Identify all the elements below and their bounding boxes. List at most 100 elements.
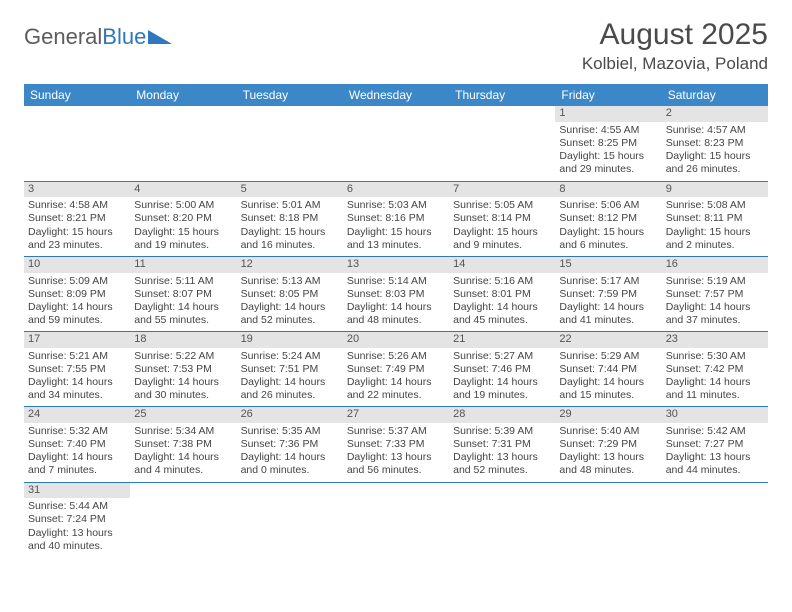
day-day: Daylight: 15 hours and 13 minutes. xyxy=(347,226,445,252)
month-title: August 2025 xyxy=(582,18,768,52)
day-sunset: Sunset: 7:27 PM xyxy=(666,438,764,451)
day-sunset: Sunset: 7:44 PM xyxy=(559,363,657,376)
day-number: 12 xyxy=(237,257,343,273)
day-sunrise: Sunrise: 5:05 AM xyxy=(453,199,551,212)
day-day: Daylight: 14 hours and 37 minutes. xyxy=(666,301,764,327)
day-number: 25 xyxy=(130,407,236,423)
day-sunrise: Sunrise: 5:34 AM xyxy=(134,425,232,438)
calendar-table: Sunday Monday Tuesday Wednesday Thursday… xyxy=(24,84,768,557)
day-sunrise: Sunrise: 5:29 AM xyxy=(559,350,657,363)
day-sunrise: Sunrise: 5:42 AM xyxy=(666,425,764,438)
calendar-row: 3Sunrise: 4:58 AMSunset: 8:21 PMDaylight… xyxy=(24,181,768,256)
day-sunrise: Sunrise: 5:03 AM xyxy=(347,199,445,212)
day-number: 11 xyxy=(130,257,236,273)
day-day: Daylight: 14 hours and 0 minutes. xyxy=(241,451,339,477)
day-day: Daylight: 15 hours and 6 minutes. xyxy=(559,226,657,252)
day-sunset: Sunset: 7:51 PM xyxy=(241,363,339,376)
calendar-cell xyxy=(343,482,449,557)
calendar-cell: 9Sunrise: 5:08 AMSunset: 8:11 PMDaylight… xyxy=(662,181,768,256)
col-thursday: Thursday xyxy=(449,84,555,106)
day-day: Daylight: 14 hours and 48 minutes. xyxy=(347,301,445,327)
day-sunrise: Sunrise: 5:08 AM xyxy=(666,199,764,212)
calendar-cell xyxy=(130,482,236,557)
calendar-cell: 22Sunrise: 5:29 AMSunset: 7:44 PMDayligh… xyxy=(555,332,661,407)
day-number: 29 xyxy=(555,407,661,423)
logo: GeneralBlue xyxy=(24,24,172,50)
calendar-cell: 10Sunrise: 5:09 AMSunset: 8:09 PMDayligh… xyxy=(24,256,130,331)
day-sunset: Sunset: 8:21 PM xyxy=(28,212,126,225)
calendar-cell: 7Sunrise: 5:05 AMSunset: 8:14 PMDaylight… xyxy=(449,181,555,256)
calendar-row: 10Sunrise: 5:09 AMSunset: 8:09 PMDayligh… xyxy=(24,256,768,331)
day-sunrise: Sunrise: 5:40 AM xyxy=(559,425,657,438)
calendar-cell: 28Sunrise: 5:39 AMSunset: 7:31 PMDayligh… xyxy=(449,407,555,482)
day-day: Daylight: 15 hours and 2 minutes. xyxy=(666,226,764,252)
calendar-cell xyxy=(555,482,661,557)
day-sunrise: Sunrise: 4:58 AM xyxy=(28,199,126,212)
day-number: 1 xyxy=(555,106,661,122)
day-sunset: Sunset: 8:23 PM xyxy=(666,137,764,150)
day-sunset: Sunset: 7:31 PM xyxy=(453,438,551,451)
calendar-cell: 6Sunrise: 5:03 AMSunset: 8:16 PMDaylight… xyxy=(343,181,449,256)
day-number: 5 xyxy=(237,182,343,198)
calendar-cell: 26Sunrise: 5:35 AMSunset: 7:36 PMDayligh… xyxy=(237,407,343,482)
calendar-cell: 5Sunrise: 5:01 AMSunset: 8:18 PMDaylight… xyxy=(237,181,343,256)
calendar-cell xyxy=(449,482,555,557)
calendar-row: 1Sunrise: 4:55 AMSunset: 8:25 PMDaylight… xyxy=(24,106,768,181)
day-sunrise: Sunrise: 5:27 AM xyxy=(453,350,551,363)
calendar-cell: 18Sunrise: 5:22 AMSunset: 7:53 PMDayligh… xyxy=(130,332,236,407)
day-day: Daylight: 14 hours and 34 minutes. xyxy=(28,376,126,402)
calendar-cell: 27Sunrise: 5:37 AMSunset: 7:33 PMDayligh… xyxy=(343,407,449,482)
day-number: 23 xyxy=(662,332,768,348)
calendar-row: 24Sunrise: 5:32 AMSunset: 7:40 PMDayligh… xyxy=(24,407,768,482)
day-sunrise: Sunrise: 5:13 AM xyxy=(241,275,339,288)
day-day: Daylight: 14 hours and 22 minutes. xyxy=(347,376,445,402)
day-number: 2 xyxy=(662,106,768,122)
day-sunset: Sunset: 8:25 PM xyxy=(559,137,657,150)
col-friday: Friday xyxy=(555,84,661,106)
calendar-cell xyxy=(24,106,130,181)
day-number: 18 xyxy=(130,332,236,348)
day-number: 6 xyxy=(343,182,449,198)
calendar-cell xyxy=(662,482,768,557)
day-day: Daylight: 14 hours and 26 minutes. xyxy=(241,376,339,402)
day-sunset: Sunset: 8:05 PM xyxy=(241,288,339,301)
day-day: Daylight: 14 hours and 15 minutes. xyxy=(559,376,657,402)
day-sunset: Sunset: 8:07 PM xyxy=(134,288,232,301)
calendar-row: 31Sunrise: 5:44 AMSunset: 7:24 PMDayligh… xyxy=(24,482,768,557)
day-day: Daylight: 15 hours and 19 minutes. xyxy=(134,226,232,252)
calendar-row: 17Sunrise: 5:21 AMSunset: 7:55 PMDayligh… xyxy=(24,332,768,407)
day-sunset: Sunset: 8:09 PM xyxy=(28,288,126,301)
day-sunset: Sunset: 8:01 PM xyxy=(453,288,551,301)
day-number: 16 xyxy=(662,257,768,273)
day-sunrise: Sunrise: 5:22 AM xyxy=(134,350,232,363)
day-day: Daylight: 15 hours and 9 minutes. xyxy=(453,226,551,252)
calendar-cell: 3Sunrise: 4:58 AMSunset: 8:21 PMDaylight… xyxy=(24,181,130,256)
day-sunset: Sunset: 7:38 PM xyxy=(134,438,232,451)
day-sunset: Sunset: 8:14 PM xyxy=(453,212,551,225)
day-sunset: Sunset: 7:40 PM xyxy=(28,438,126,451)
calendar-cell: 12Sunrise: 5:13 AMSunset: 8:05 PMDayligh… xyxy=(237,256,343,331)
day-day: Daylight: 13 hours and 44 minutes. xyxy=(666,451,764,477)
col-monday: Monday xyxy=(130,84,236,106)
calendar-cell: 4Sunrise: 5:00 AMSunset: 8:20 PMDaylight… xyxy=(130,181,236,256)
calendar-cell: 2Sunrise: 4:57 AMSunset: 8:23 PMDaylight… xyxy=(662,106,768,181)
day-day: Daylight: 15 hours and 23 minutes. xyxy=(28,226,126,252)
calendar-cell: 14Sunrise: 5:16 AMSunset: 8:01 PMDayligh… xyxy=(449,256,555,331)
col-wednesday: Wednesday xyxy=(343,84,449,106)
day-number: 27 xyxy=(343,407,449,423)
day-sunrise: Sunrise: 5:35 AM xyxy=(241,425,339,438)
day-sunrise: Sunrise: 4:57 AM xyxy=(666,124,764,137)
day-sunset: Sunset: 8:16 PM xyxy=(347,212,445,225)
col-saturday: Saturday xyxy=(662,84,768,106)
calendar-cell: 23Sunrise: 5:30 AMSunset: 7:42 PMDayligh… xyxy=(662,332,768,407)
day-sunrise: Sunrise: 5:26 AM xyxy=(347,350,445,363)
calendar-cell: 30Sunrise: 5:42 AMSunset: 7:27 PMDayligh… xyxy=(662,407,768,482)
calendar-cell: 17Sunrise: 5:21 AMSunset: 7:55 PMDayligh… xyxy=(24,332,130,407)
day-sunrise: Sunrise: 5:24 AM xyxy=(241,350,339,363)
day-day: Daylight: 15 hours and 16 minutes. xyxy=(241,226,339,252)
day-sunrise: Sunrise: 5:09 AM xyxy=(28,275,126,288)
calendar-cell: 20Sunrise: 5:26 AMSunset: 7:49 PMDayligh… xyxy=(343,332,449,407)
day-number: 24 xyxy=(24,407,130,423)
day-sunset: Sunset: 8:20 PM xyxy=(134,212,232,225)
day-sunrise: Sunrise: 5:30 AM xyxy=(666,350,764,363)
